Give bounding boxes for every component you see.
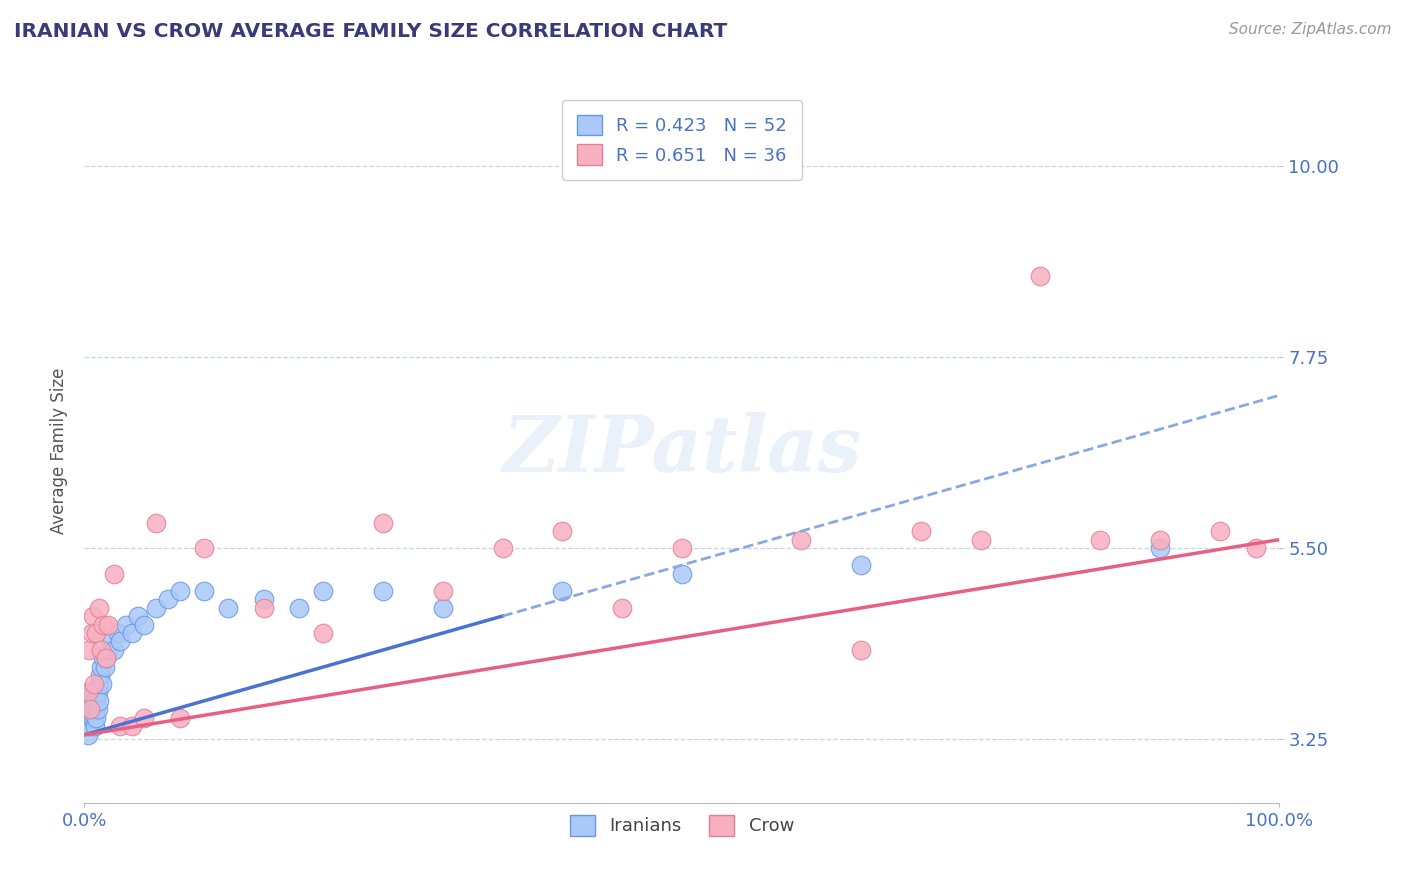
Point	[80, 711, 103, 725]
Point	[312, 626, 335, 640]
Point	[851, 558, 873, 572]
Point	[169, 583, 191, 598]
Point	[79, 702, 101, 716]
Point	[910, 524, 932, 538]
Point	[94, 651, 117, 665]
Point	[217, 600, 239, 615]
Point	[612, 600, 634, 615]
Point	[432, 583, 454, 598]
Point	[83, 711, 105, 725]
Point	[193, 541, 215, 555]
Point	[90, 643, 112, 657]
Point	[1029, 269, 1052, 284]
Point	[121, 626, 143, 640]
Point	[77, 685, 100, 699]
Point	[107, 626, 129, 640]
Point	[79, 711, 101, 725]
Point	[103, 643, 125, 657]
Point	[127, 609, 149, 624]
Point	[121, 719, 143, 733]
Point	[253, 600, 276, 615]
Point	[551, 524, 574, 538]
Point	[76, 719, 98, 733]
Point	[1090, 533, 1112, 547]
Point	[1149, 533, 1171, 547]
Point	[1244, 541, 1267, 555]
Text: Source: ZipAtlas.com: Source: ZipAtlas.com	[1229, 22, 1392, 37]
Y-axis label: Average Family Size: Average Family Size	[49, 368, 67, 533]
Point	[84, 702, 107, 716]
Point	[79, 694, 101, 708]
Point	[115, 617, 138, 632]
Point	[132, 711, 156, 725]
Point	[373, 583, 395, 598]
Point	[84, 719, 107, 733]
Point	[193, 583, 215, 598]
Point	[77, 711, 100, 725]
Point	[432, 600, 454, 615]
Point	[1209, 524, 1232, 538]
Point	[82, 685, 104, 699]
Point	[83, 677, 105, 691]
Point	[93, 651, 115, 665]
Point	[94, 651, 117, 665]
Point	[970, 533, 993, 547]
Point	[87, 600, 110, 615]
Point	[288, 600, 311, 615]
Point	[132, 617, 156, 632]
Point	[373, 516, 395, 530]
Text: IRANIAN VS CROW AVERAGE FAMILY SIZE CORRELATION CHART: IRANIAN VS CROW AVERAGE FAMILY SIZE CORR…	[14, 22, 727, 41]
Point	[86, 711, 108, 725]
Point	[551, 583, 574, 598]
Point	[93, 617, 115, 632]
Point	[82, 609, 104, 624]
Point	[97, 617, 120, 632]
Point	[790, 533, 813, 547]
Point	[110, 719, 132, 733]
Point	[80, 702, 103, 716]
Point	[1149, 541, 1171, 555]
Point	[851, 643, 873, 657]
Point	[87, 694, 110, 708]
Point	[312, 583, 335, 598]
Point	[253, 592, 276, 607]
Point	[87, 677, 110, 691]
Point	[77, 643, 100, 657]
Point	[80, 626, 103, 640]
Point	[79, 719, 101, 733]
Legend: Iranians, Crow: Iranians, Crow	[562, 808, 801, 843]
Point	[97, 643, 120, 657]
Point	[76, 702, 98, 716]
Point	[110, 634, 132, 648]
Point	[100, 634, 122, 648]
Point	[82, 702, 104, 716]
Point	[90, 660, 112, 674]
Point	[77, 702, 100, 716]
Point	[671, 541, 693, 555]
Point	[86, 626, 108, 640]
Point	[86, 702, 108, 716]
Point	[83, 694, 105, 708]
Point	[157, 592, 180, 607]
Point	[77, 728, 100, 742]
Point	[103, 566, 125, 581]
Text: ZIPatlas: ZIPatlas	[502, 412, 862, 489]
Point	[86, 685, 108, 699]
Point	[91, 677, 114, 691]
Point	[145, 600, 167, 615]
Point	[492, 541, 515, 555]
Point	[93, 660, 115, 674]
Point	[86, 694, 108, 708]
Point	[671, 566, 693, 581]
Point	[169, 711, 191, 725]
Point	[77, 685, 100, 699]
Point	[145, 516, 167, 530]
Point	[89, 668, 111, 682]
